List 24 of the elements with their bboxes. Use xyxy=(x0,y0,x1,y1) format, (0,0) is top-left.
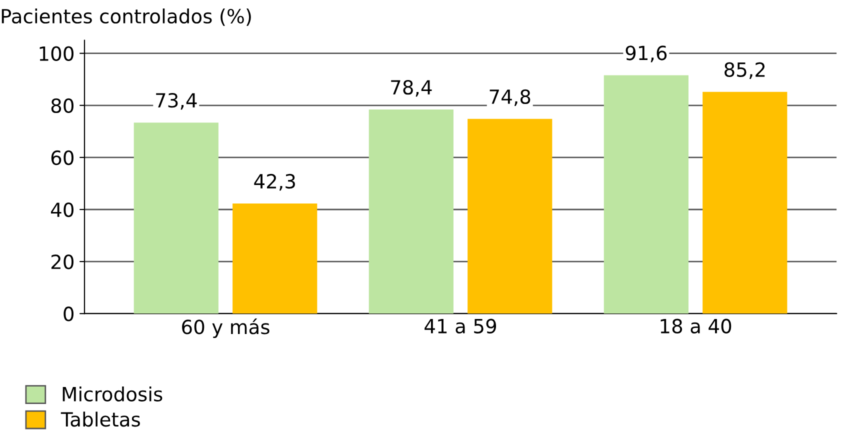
bar xyxy=(604,75,688,314)
data-label: 78,4 xyxy=(391,80,432,97)
y-tick-label: 80 xyxy=(51,98,74,114)
legend-label: Microdosis xyxy=(62,386,162,402)
legend-label: Tabletas xyxy=(60,412,140,427)
y-tick-label: 20 xyxy=(51,254,74,270)
data-label: 85,2 xyxy=(724,62,765,79)
y-tick-label: 100 xyxy=(40,46,74,61)
x-tick-label: 18 a 40 xyxy=(660,318,732,334)
y-tick-label: 60 xyxy=(51,150,74,166)
data-label: 42,3 xyxy=(254,174,295,191)
bar xyxy=(232,204,318,314)
bar xyxy=(368,110,454,314)
y-tick-label: 40 xyxy=(50,202,74,218)
x-tick-label: 60 y más xyxy=(182,318,270,338)
x-tick-label: 41 a 59 xyxy=(424,318,496,334)
data-label: 91,6 xyxy=(626,46,667,62)
data-label: 74,8 xyxy=(490,89,530,106)
y-axis-title: Pacientes controlados (%) xyxy=(2,8,251,26)
bar xyxy=(702,92,788,314)
bar xyxy=(468,118,552,314)
y-tick-label: 0 xyxy=(64,306,74,322)
bar xyxy=(134,122,218,314)
data-label: 73,4 xyxy=(156,92,197,110)
